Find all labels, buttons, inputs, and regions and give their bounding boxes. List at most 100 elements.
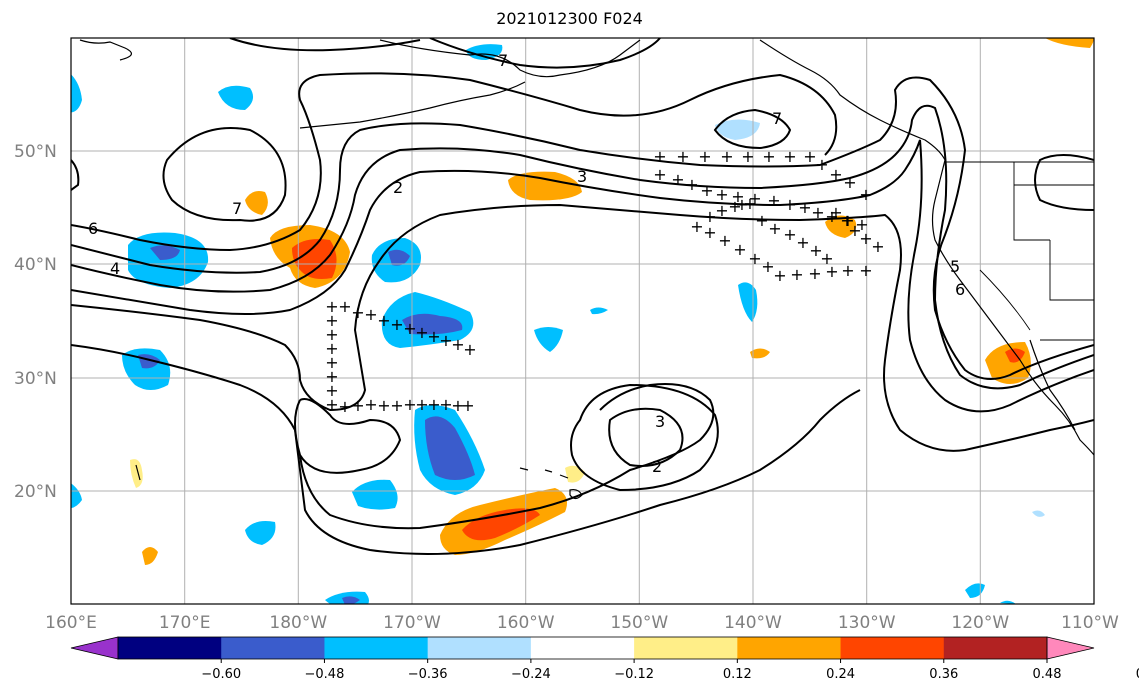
contour-three xyxy=(71,104,1094,390)
significance-marker: + xyxy=(325,325,338,344)
colorbar-tick-label: −0.36 xyxy=(408,667,448,682)
pos-region xyxy=(245,191,268,215)
significance-marker: + xyxy=(808,264,821,283)
colorbar-segment xyxy=(530,637,635,659)
colorbar-segment xyxy=(737,637,842,659)
significance-marker: + xyxy=(815,155,828,174)
significance-marker: + xyxy=(767,191,780,210)
contour-south-loop xyxy=(294,383,715,530)
coastline-aleutians-north xyxy=(79,39,641,78)
positive-anomaly-regions xyxy=(130,38,1094,565)
coastline-hawaii xyxy=(519,467,583,500)
pos-region xyxy=(462,508,540,541)
significance-marker: + xyxy=(855,215,868,234)
significance-marker: + xyxy=(390,315,403,334)
coastlines xyxy=(79,39,1094,500)
contour-top-left xyxy=(229,38,421,52)
contour-label-group: 7 6 4 7 2 3 7 3 2 5 6 xyxy=(88,51,965,476)
neg-region xyxy=(388,249,410,266)
lat-label-40n: 40°N xyxy=(14,255,57,275)
colorbar-tick-label: −0.48 xyxy=(305,667,345,682)
colorbar-tick-label: 0.60 xyxy=(1136,667,1139,682)
neg-region xyxy=(352,479,398,510)
significance-marker: + xyxy=(364,305,377,324)
contour-left-edge xyxy=(71,159,80,191)
significance-marker: + xyxy=(748,249,761,268)
contour-closed-seven-north xyxy=(713,108,792,150)
colorbar-segment xyxy=(427,637,532,659)
significance-marker: + xyxy=(338,397,351,416)
significance-marker: + xyxy=(803,147,816,166)
significance-marker: + xyxy=(829,165,842,184)
significance-marker: + xyxy=(390,396,403,415)
coastline-islands xyxy=(135,464,141,481)
pos-region xyxy=(825,215,857,238)
colorbar-tick-label: −0.24 xyxy=(511,667,551,682)
significance-marker: + xyxy=(325,297,338,316)
significance-marker: + xyxy=(338,297,351,316)
neg-region xyxy=(245,521,276,545)
map-area xyxy=(71,38,1094,604)
significance-marker: + xyxy=(783,225,796,244)
significance-marker: + xyxy=(439,395,452,414)
pos-region xyxy=(130,459,143,488)
significance-marker: + xyxy=(653,165,666,184)
contour-label: 7 xyxy=(772,109,782,128)
neg-region xyxy=(590,307,608,315)
significance-marker: + xyxy=(427,327,440,346)
significance-marker: + xyxy=(825,207,838,226)
significance-marker: + xyxy=(439,331,452,350)
significance-marker: + xyxy=(840,211,853,230)
significance-marker: + xyxy=(403,319,416,338)
colorbar-tick-label: 0.48 xyxy=(1033,667,1062,682)
pos-region xyxy=(292,239,337,279)
lon-label: 160°W xyxy=(497,613,555,633)
pos-region xyxy=(142,547,158,565)
contour-closed-west xyxy=(162,127,287,222)
contour-right-top xyxy=(1034,154,1094,211)
significance-marker: + xyxy=(703,223,716,242)
significance-marker: + xyxy=(720,147,733,166)
lon-label: 170°W xyxy=(383,613,441,633)
significance-marker: + xyxy=(415,395,428,414)
lon-label: 140°W xyxy=(724,613,782,633)
coastline-baja-california xyxy=(1029,339,1076,431)
shaded-fields xyxy=(71,38,1094,604)
significance-marker: + xyxy=(820,249,833,268)
contour-lines xyxy=(71,38,1094,555)
significance-marker: + xyxy=(351,396,364,415)
significance-marker: + xyxy=(715,185,728,204)
significance-marker: + xyxy=(715,201,728,220)
longitude-labels: 160°E 170°E 180°W 170°W 160°W 150°W 140°… xyxy=(45,613,1119,633)
negative-anomaly-regions xyxy=(71,44,1045,604)
colorbar-tick-label: 0.12 xyxy=(723,667,752,682)
political-borders xyxy=(945,161,1094,341)
neg-region xyxy=(71,74,82,113)
pos-region xyxy=(750,348,770,359)
lat-label-20n: 20°N xyxy=(14,482,57,502)
significance-marker: + xyxy=(364,395,377,414)
significance-marker: + xyxy=(796,233,809,252)
latitude-labels: 50°N 40°N 30°N 20°N xyxy=(14,142,57,502)
lon-label: 160°E xyxy=(45,613,97,633)
significance-marker: + xyxy=(451,396,464,415)
neg-region xyxy=(534,327,563,352)
significance-marker: + xyxy=(325,339,338,358)
contour-label: 3 xyxy=(577,167,587,186)
plus-marker-group: ++++++++ + + + + +++++++ + + + + + +++++++ + + + + + + +++… xyxy=(325,147,884,416)
significance-marker: + xyxy=(461,396,474,415)
colorbar-min-extension xyxy=(70,636,119,660)
significance-marker: + xyxy=(427,395,440,414)
lon-label: 130°W xyxy=(838,613,896,633)
significance-marker: + xyxy=(783,195,796,214)
significance-marker: + xyxy=(685,175,698,194)
significance-marker: + xyxy=(762,147,775,166)
significance-marker: + xyxy=(653,147,666,166)
contour-label: 6 xyxy=(88,219,98,238)
significance-marker: + xyxy=(325,353,338,372)
map-title: 2021012300 F024 xyxy=(496,9,643,28)
lon-label: 180°W xyxy=(269,613,327,633)
significance-marker: + xyxy=(325,395,338,414)
us-state-borders xyxy=(945,161,1094,341)
contour-label: 3 xyxy=(655,412,665,431)
